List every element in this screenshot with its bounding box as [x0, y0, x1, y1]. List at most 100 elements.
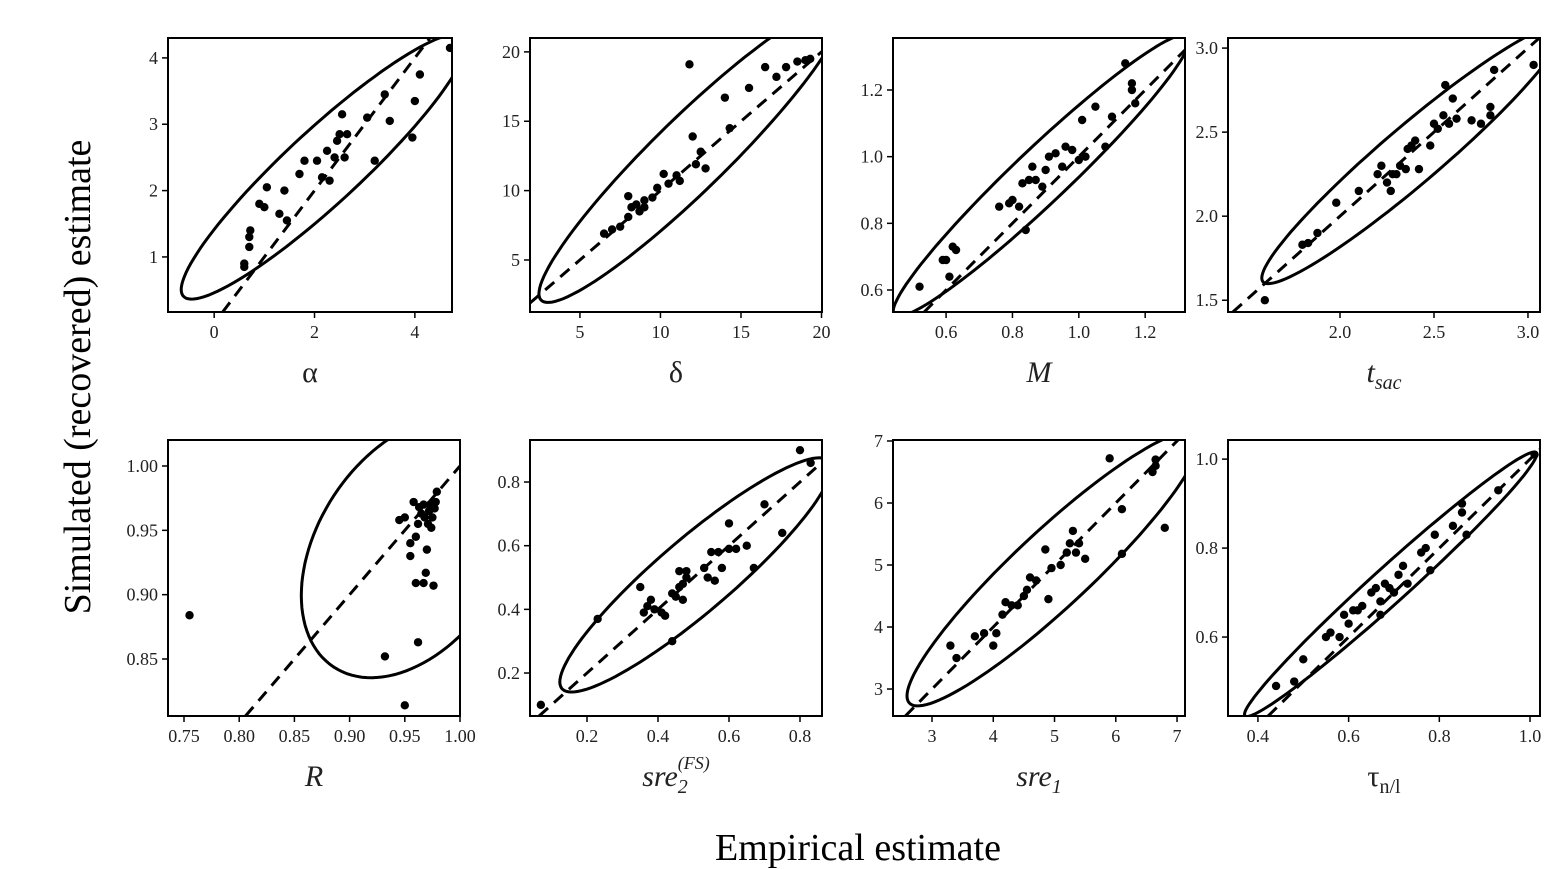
point	[325, 176, 334, 185]
y-tick-label: 2.0	[1196, 206, 1219, 226]
ellipse	[1242, 450, 1539, 716]
point	[1486, 102, 1495, 112]
x-axis-label: α	[302, 356, 318, 389]
x-tick-label: 6	[1111, 726, 1120, 746]
point	[1354, 186, 1364, 196]
point	[691, 160, 701, 169]
point	[415, 70, 425, 79]
point	[1303, 238, 1313, 248]
y-tick-label: 0.85	[127, 649, 159, 669]
point	[632, 200, 641, 209]
x-label-base: sre	[1016, 760, 1052, 793]
point	[607, 225, 617, 234]
point	[332, 136, 342, 146]
point	[643, 601, 652, 611]
identity-line	[904, 440, 1180, 716]
panel-border	[167, 439, 461, 717]
panel: 0.2 0.4 0.6 0.8 0.2 0.4 0.6 0.8 sre2(FS)	[498, 439, 823, 798]
point	[1271, 681, 1281, 691]
point	[246, 226, 255, 235]
point	[432, 487, 442, 496]
point	[664, 179, 673, 188]
plot-area	[179, 38, 452, 312]
x-tick-label: 0.75	[168, 726, 200, 746]
point	[300, 156, 309, 165]
point	[1148, 467, 1157, 477]
point	[1382, 178, 1392, 187]
point	[1494, 486, 1503, 495]
x-tick-label: 2.5	[1423, 322, 1446, 342]
point	[431, 497, 440, 507]
identity-line	[1231, 38, 1540, 312]
x-tick-label: 20	[813, 322, 831, 342]
point	[422, 545, 432, 554]
x-tick-label: 0.2	[576, 726, 599, 746]
point	[678, 595, 688, 605]
x-tick-label: 0.8	[789, 726, 812, 746]
plot-area	[904, 440, 1185, 716]
point	[1031, 576, 1041, 585]
point	[682, 566, 691, 576]
y-axis-title: Simulated (recovered) estimate	[57, 140, 99, 615]
point	[1131, 99, 1140, 108]
point	[671, 592, 680, 601]
point	[640, 203, 649, 212]
point	[1457, 508, 1467, 517]
point	[1426, 141, 1435, 150]
point	[1151, 455, 1160, 464]
point	[1021, 225, 1030, 235]
point	[1389, 588, 1399, 597]
point	[795, 445, 805, 455]
point	[640, 196, 649, 205]
panel: 0 2 4 1 2 3 4 α	[149, 37, 453, 389]
point	[322, 146, 332, 155]
point	[744, 83, 754, 93]
point	[185, 611, 194, 620]
point	[260, 202, 269, 212]
plot-area	[530, 38, 822, 305]
plot-area	[536, 445, 822, 716]
x-label-sub: sac	[1375, 372, 1402, 394]
point	[599, 229, 609, 238]
x-tick-label: 5	[1050, 726, 1059, 746]
point	[1044, 152, 1054, 161]
point	[659, 169, 668, 179]
point	[660, 611, 670, 620]
point	[1344, 619, 1353, 628]
point	[675, 566, 684, 576]
point	[413, 638, 423, 647]
point	[1091, 102, 1100, 111]
point	[406, 551, 415, 561]
point	[400, 701, 410, 710]
point	[701, 164, 710, 173]
point	[295, 169, 304, 179]
y-tick-label: 0.6	[1196, 627, 1219, 647]
y-tick-label: 3	[149, 114, 158, 134]
y-tick-label: 0.8	[1196, 538, 1219, 558]
point	[1127, 79, 1137, 88]
x-label-base: M	[1026, 356, 1054, 389]
panel: 0.4 0.6 0.8 1.0 0.6 0.8 1.0 τn/l	[1196, 439, 1541, 798]
point	[1007, 601, 1016, 610]
point	[699, 563, 709, 573]
x-axis-title: Empirical estimate	[715, 827, 1001, 869]
x-tick-label: 4	[410, 322, 419, 342]
point	[1117, 549, 1127, 559]
point	[427, 523, 436, 532]
point	[1056, 560, 1065, 570]
point	[1031, 175, 1040, 185]
point	[731, 544, 741, 554]
plot-area	[893, 38, 1185, 312]
x-tick-label: 0.90	[334, 726, 366, 746]
point	[624, 191, 633, 201]
point	[1489, 65, 1499, 75]
y-tick-label: 10	[502, 181, 520, 201]
point	[668, 636, 677, 646]
x-axis-label: tsac	[1366, 356, 1401, 394]
point	[946, 641, 955, 650]
x-tick-label: 0.85	[279, 726, 311, 746]
x-label-base: α	[302, 356, 318, 389]
y-tick-label: 0.4	[498, 599, 521, 619]
point	[240, 262, 249, 272]
panel: 0.6 0.8 1.0 1.2 0.6 0.8 1.0 1.2 M	[861, 37, 1186, 389]
